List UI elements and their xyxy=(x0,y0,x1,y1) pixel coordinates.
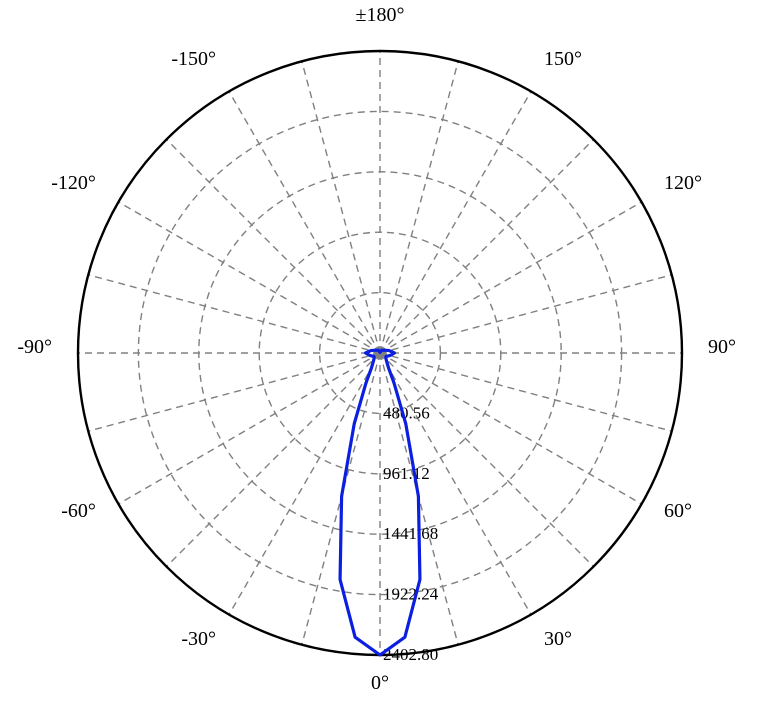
polar-chart: 480.56961.121441.681922.242402.80-150°-1… xyxy=(0,0,768,717)
radial-tick-label: 1441.68 xyxy=(383,524,438,543)
angle-label: 60° xyxy=(664,500,692,522)
angle-label: 150° xyxy=(544,48,582,70)
radial-tick-label: 1922.24 xyxy=(383,585,439,604)
radial-tick-label: 480.56 xyxy=(383,403,430,422)
angle-label: 90° xyxy=(708,336,736,358)
angle-label: -90° xyxy=(17,336,52,358)
radial-tick-labels: 480.56961.121441.681922.242402.80 xyxy=(383,403,439,664)
radial-tick-label: 961.12 xyxy=(383,464,430,483)
angle-label: -120° xyxy=(51,172,96,194)
angle-label: 120° xyxy=(664,172,702,194)
angle-label: -30° xyxy=(181,628,216,650)
angle-label: 30° xyxy=(544,628,572,650)
angle-label: -150° xyxy=(171,48,216,70)
angle-label: 0° xyxy=(371,672,389,694)
angle-label: -60° xyxy=(61,500,96,522)
angle-label: ±180° xyxy=(356,4,405,26)
